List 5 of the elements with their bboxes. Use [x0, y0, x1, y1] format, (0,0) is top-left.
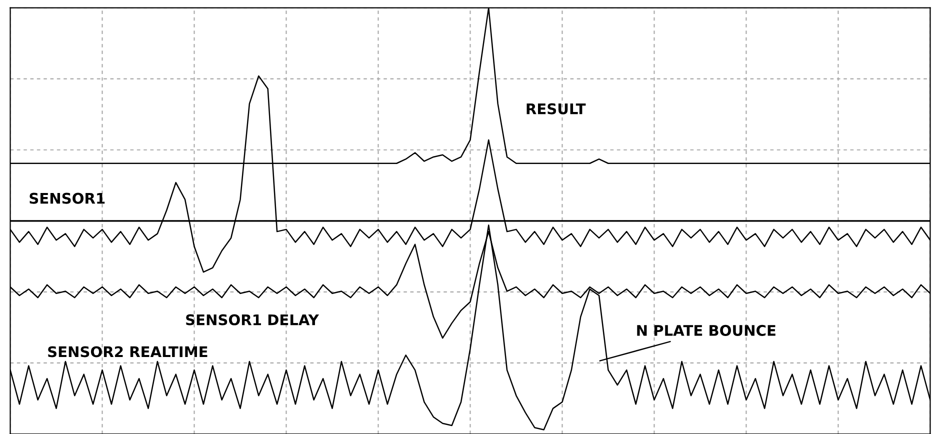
- series-label: SENSOR1 DELAY: [186, 314, 320, 326]
- annotation: N PLATE BOUNCE: [637, 324, 776, 336]
- series-label: SENSOR1: [30, 192, 105, 204]
- series-label: SENSOR2 REALTIME: [48, 346, 208, 358]
- series-label: RESULT: [526, 103, 586, 114]
